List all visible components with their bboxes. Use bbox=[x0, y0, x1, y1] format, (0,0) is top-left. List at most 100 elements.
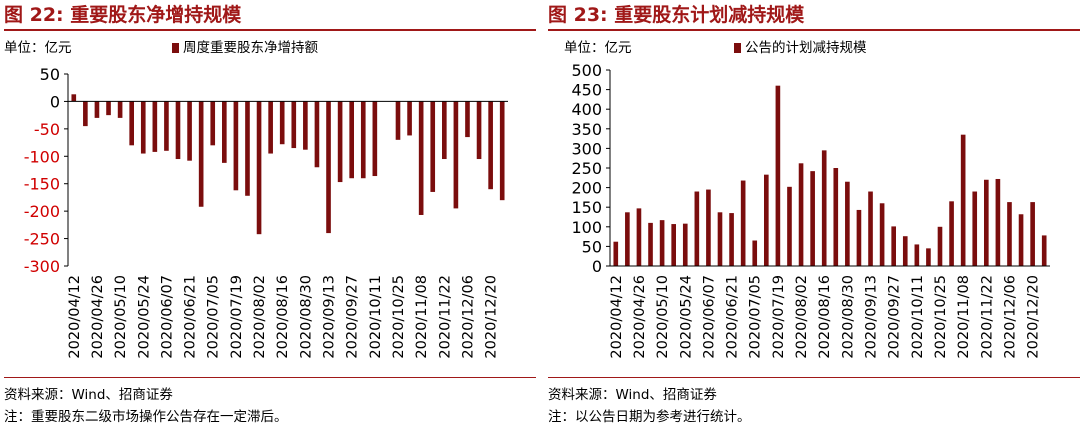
x-tick-label: 2020/11/22 bbox=[437, 275, 453, 359]
bar bbox=[1041, 235, 1047, 266]
source-note: 资料来源：Wind、招商证券 bbox=[4, 387, 173, 403]
bar bbox=[407, 101, 412, 136]
bar bbox=[187, 101, 192, 161]
footer-rule bbox=[548, 377, 1080, 378]
bar bbox=[245, 101, 250, 196]
bar bbox=[349, 101, 354, 179]
x-tick-label: 2020/07/05 bbox=[748, 275, 764, 359]
bar bbox=[787, 186, 792, 266]
bar bbox=[360, 101, 366, 179]
x-tick-label: 2020/12/20 bbox=[484, 275, 500, 359]
bar bbox=[152, 101, 158, 152]
bar bbox=[164, 101, 169, 151]
x-tick-label: 2020/11/08 bbox=[956, 275, 972, 359]
x-tick-label: 2020/07/19 bbox=[229, 275, 245, 359]
bar bbox=[1030, 202, 1035, 266]
bar bbox=[764, 174, 769, 266]
title-rule bbox=[548, 29, 1080, 31]
bar bbox=[268, 101, 273, 154]
bar bbox=[256, 101, 262, 235]
x-tick-label: 2020/05/24 bbox=[136, 275, 152, 359]
bar bbox=[625, 212, 630, 266]
legend-label: 周度重要股东净增持额 bbox=[183, 40, 318, 56]
y-tick-label: 0 bbox=[50, 92, 60, 111]
bar bbox=[636, 208, 642, 266]
x-tick-label: 2020/08/16 bbox=[275, 275, 291, 359]
y-tick-label: -100 bbox=[24, 147, 60, 166]
bar bbox=[140, 101, 146, 154]
y-tick-label: 300 bbox=[571, 139, 602, 158]
bar bbox=[833, 168, 839, 266]
y-tick-label: 50 bbox=[582, 237, 602, 256]
x-tick-label: 2020/12/06 bbox=[460, 275, 476, 359]
bar bbox=[694, 191, 700, 266]
bar bbox=[671, 224, 676, 266]
net-increase-chart: 单位：亿元 周度重要股东净增持额 50 0 -50 -100 -150 -200 -250 -30… bbox=[4, 40, 508, 359]
bar bbox=[648, 222, 653, 266]
legend-label: 公告的计划减持规模 bbox=[745, 40, 867, 56]
x-tick-label: 2020/10/11 bbox=[910, 275, 926, 359]
x-tick-label: 2020/12/06 bbox=[1002, 275, 1018, 359]
bar bbox=[798, 163, 804, 266]
x-tick-label: 2020/08/02 bbox=[794, 275, 810, 359]
bar bbox=[937, 226, 943, 266]
bar bbox=[752, 240, 758, 266]
left-panel: 图 22: 重要股东净增持规模 单位：亿元 周度重要股东净增持额 50 0 -50 -10… bbox=[4, 0, 536, 429]
y-tick-label: 0 bbox=[592, 257, 602, 276]
bar bbox=[706, 189, 711, 266]
x-tick-label: 2020/06/07 bbox=[159, 275, 175, 359]
legend-swatch bbox=[734, 43, 741, 53]
x-tick-label: 2020/09/27 bbox=[345, 275, 361, 359]
y-tick-label: 450 bbox=[571, 81, 602, 100]
x-tick-label: 2020/06/21 bbox=[183, 275, 199, 359]
bar bbox=[729, 213, 734, 266]
y-tick-label: 350 bbox=[571, 120, 602, 139]
x-tick-label: 2020/11/22 bbox=[979, 275, 995, 359]
title-rule bbox=[4, 29, 536, 31]
bar bbox=[775, 85, 781, 267]
bar bbox=[210, 101, 216, 146]
x-tick-label: 2020/08/30 bbox=[298, 275, 314, 359]
figure-title: 图 23: 重要股东计划减持规模 bbox=[548, 4, 805, 26]
right-panel: 图 23: 重要股东计划减持规模 单位：亿元 公告的计划减持规模 500 450 400… bbox=[548, 0, 1080, 429]
bar bbox=[717, 212, 723, 266]
x-tick-label: 2020/04/12 bbox=[67, 275, 83, 359]
x-tick-label: 2020/09/27 bbox=[887, 275, 903, 359]
bar bbox=[117, 101, 123, 118]
bar bbox=[682, 223, 688, 266]
bar bbox=[175, 101, 181, 160]
y-tick-label: -250 bbox=[24, 230, 60, 249]
y-tick-label: 200 bbox=[571, 179, 602, 198]
bar bbox=[488, 101, 493, 190]
bar bbox=[465, 101, 470, 138]
x-tick-label: 2020/04/26 bbox=[90, 275, 106, 359]
y-tick-label: 250 bbox=[571, 159, 602, 178]
x-tick-label: 2020/08/02 bbox=[252, 275, 268, 359]
bar bbox=[71, 94, 77, 102]
bar bbox=[810, 171, 815, 266]
bar bbox=[740, 180, 746, 266]
bar bbox=[914, 244, 920, 266]
bar bbox=[453, 101, 459, 209]
y-tick-label: -50 bbox=[34, 120, 60, 139]
y-tick-label: 50 bbox=[40, 65, 60, 84]
unit-label: 单位：亿元 bbox=[4, 40, 72, 56]
bar bbox=[984, 179, 989, 266]
bar bbox=[395, 101, 401, 140]
x-tick-label: 2020/04/26 bbox=[632, 275, 648, 359]
y-tick-label: 500 bbox=[571, 61, 602, 80]
y-tick-label: 150 bbox=[571, 198, 602, 217]
bar bbox=[476, 101, 482, 160]
bar bbox=[902, 236, 908, 266]
footnote: 注：以公告日期为参考进行统计。 bbox=[548, 409, 751, 425]
bar bbox=[94, 101, 100, 118]
bar bbox=[279, 101, 285, 145]
x-tick-label: 2020/05/10 bbox=[655, 275, 671, 359]
x-tick-label: 2020/10/11 bbox=[368, 275, 384, 359]
x-tick-label: 2020/06/07 bbox=[701, 275, 717, 359]
x-tick-label: 2020/05/10 bbox=[113, 275, 129, 359]
bar bbox=[326, 101, 331, 234]
x-tick-label: 2020/09/13 bbox=[864, 275, 880, 359]
bar bbox=[233, 101, 239, 191]
x-tick-label: 2020/11/08 bbox=[414, 275, 430, 359]
